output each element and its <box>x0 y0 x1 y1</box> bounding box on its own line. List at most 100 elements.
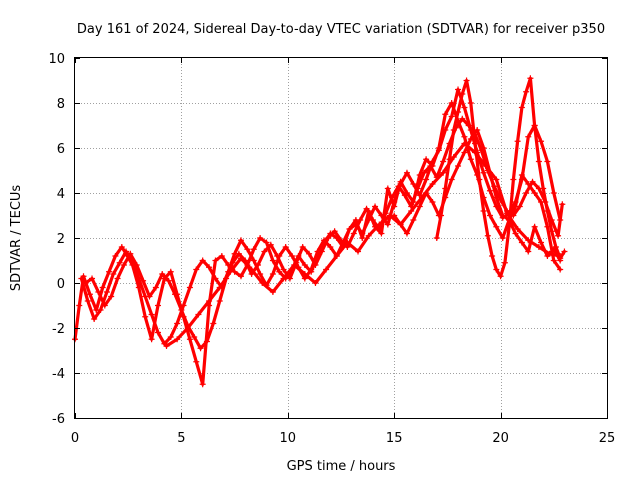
data-point-marker <box>186 284 193 291</box>
data-point-marker <box>486 187 493 194</box>
y-axis: -6 -4 -2 0 2 4 6 8 10 <box>48 52 607 427</box>
data-point-marker <box>493 176 500 183</box>
data-point-marker <box>193 266 200 273</box>
data-point-marker <box>280 266 287 273</box>
data-point-marker <box>248 266 255 273</box>
data-point-marker <box>210 320 217 327</box>
data-point-marker <box>420 169 427 176</box>
data-point-marker <box>250 246 257 253</box>
data-point-marker <box>538 138 545 145</box>
data-point-marker <box>216 284 223 291</box>
data-point-marker <box>493 223 500 230</box>
data-point-marker <box>523 190 530 196</box>
data-point-marker <box>184 325 191 331</box>
data-point-marker <box>101 302 108 309</box>
data-point-marker <box>559 201 566 208</box>
data-point-marker <box>165 277 172 284</box>
data-point-marker <box>148 311 155 318</box>
data-point-marker <box>350 230 357 237</box>
data-point-marker <box>403 169 410 176</box>
data-point-marker <box>237 255 244 262</box>
data-point-marker <box>306 250 313 257</box>
data-point-marker <box>435 147 442 154</box>
data-point-marker <box>174 320 181 327</box>
data-point-marker <box>261 248 268 255</box>
data-point-marker <box>499 235 506 241</box>
data-point-marker <box>427 163 434 169</box>
data-point-marker <box>476 176 483 183</box>
data-point-marker <box>197 345 204 352</box>
data-point-marker <box>467 156 474 163</box>
data-point-marker <box>174 336 181 343</box>
data-point-marker <box>274 253 281 259</box>
data-point-marker <box>120 262 127 268</box>
x-tick-label: 20 <box>492 431 509 446</box>
data-point-marker <box>203 338 210 345</box>
data-point-marker <box>525 181 532 187</box>
data-point-marker <box>442 111 449 118</box>
data-point-marker <box>538 199 545 205</box>
data-point-marker <box>276 268 283 275</box>
data-point-marker <box>480 169 487 176</box>
data-point-marker <box>255 262 262 268</box>
data-point-marker <box>235 250 242 257</box>
data-point-marker <box>440 158 447 165</box>
data-point-marker <box>159 271 166 277</box>
data-point-marker <box>123 248 130 255</box>
data-point-marker <box>291 262 298 268</box>
data-point-marker <box>250 257 257 264</box>
data-point-marker <box>257 235 264 241</box>
data-point-marker <box>78 275 85 282</box>
data-point-marker <box>410 181 417 187</box>
data-point-marker <box>118 244 125 250</box>
x-tick-label: 0 <box>71 431 79 446</box>
data-point-marker <box>193 358 200 365</box>
data-point-marker <box>531 190 538 196</box>
x-axis-label: GPS time / hours <box>287 459 396 474</box>
data-point-marker <box>282 244 289 250</box>
x-axis: 0 5 10 15 20 25 <box>71 58 615 446</box>
data-point-marker <box>338 237 344 244</box>
data-point-marker <box>429 181 436 187</box>
data-point-marker <box>455 86 462 93</box>
data-point-marker <box>103 289 110 295</box>
data-point-marker <box>493 266 500 273</box>
data-point-marker <box>518 239 525 246</box>
data-point-marker <box>429 158 436 165</box>
data-point-marker <box>172 291 179 298</box>
data-point-marker <box>376 221 383 228</box>
data-point-marker <box>512 203 519 210</box>
data-point-marker <box>91 316 98 322</box>
data-point-marker <box>382 210 389 217</box>
data-point-marker <box>167 334 174 340</box>
data-point-marker <box>191 334 198 340</box>
data-point-marker <box>544 208 551 214</box>
data-point-marker <box>355 248 362 255</box>
data-point-marker <box>178 307 185 313</box>
y-tick-label: -2 <box>52 322 65 337</box>
data-point-marker <box>461 133 468 140</box>
data-point-marker <box>95 289 102 295</box>
y-tick-label: 4 <box>57 187 65 202</box>
y-tick-label: 0 <box>57 277 65 292</box>
data-point-marker <box>84 298 91 304</box>
data-point-marker <box>391 212 398 219</box>
series-trace-4 <box>435 76 566 278</box>
data-point-marker <box>540 185 547 192</box>
data-point-marker <box>484 232 491 239</box>
data-point-marker <box>544 158 551 165</box>
data-point-marker <box>514 226 521 232</box>
data-point-marker <box>280 275 287 282</box>
data-point-marker <box>391 199 398 205</box>
data-point-marker <box>167 268 174 275</box>
data-point-marker <box>301 262 308 268</box>
data-point-marker <box>423 156 430 163</box>
data-point-marker <box>552 244 559 250</box>
y-tick-label: 10 <box>48 52 65 67</box>
data-point-marker <box>237 273 244 280</box>
data-point-marker <box>86 291 93 298</box>
data-point-marker <box>289 253 296 259</box>
data-point-marker <box>110 271 117 277</box>
y-tick-label: -4 <box>52 367 65 382</box>
